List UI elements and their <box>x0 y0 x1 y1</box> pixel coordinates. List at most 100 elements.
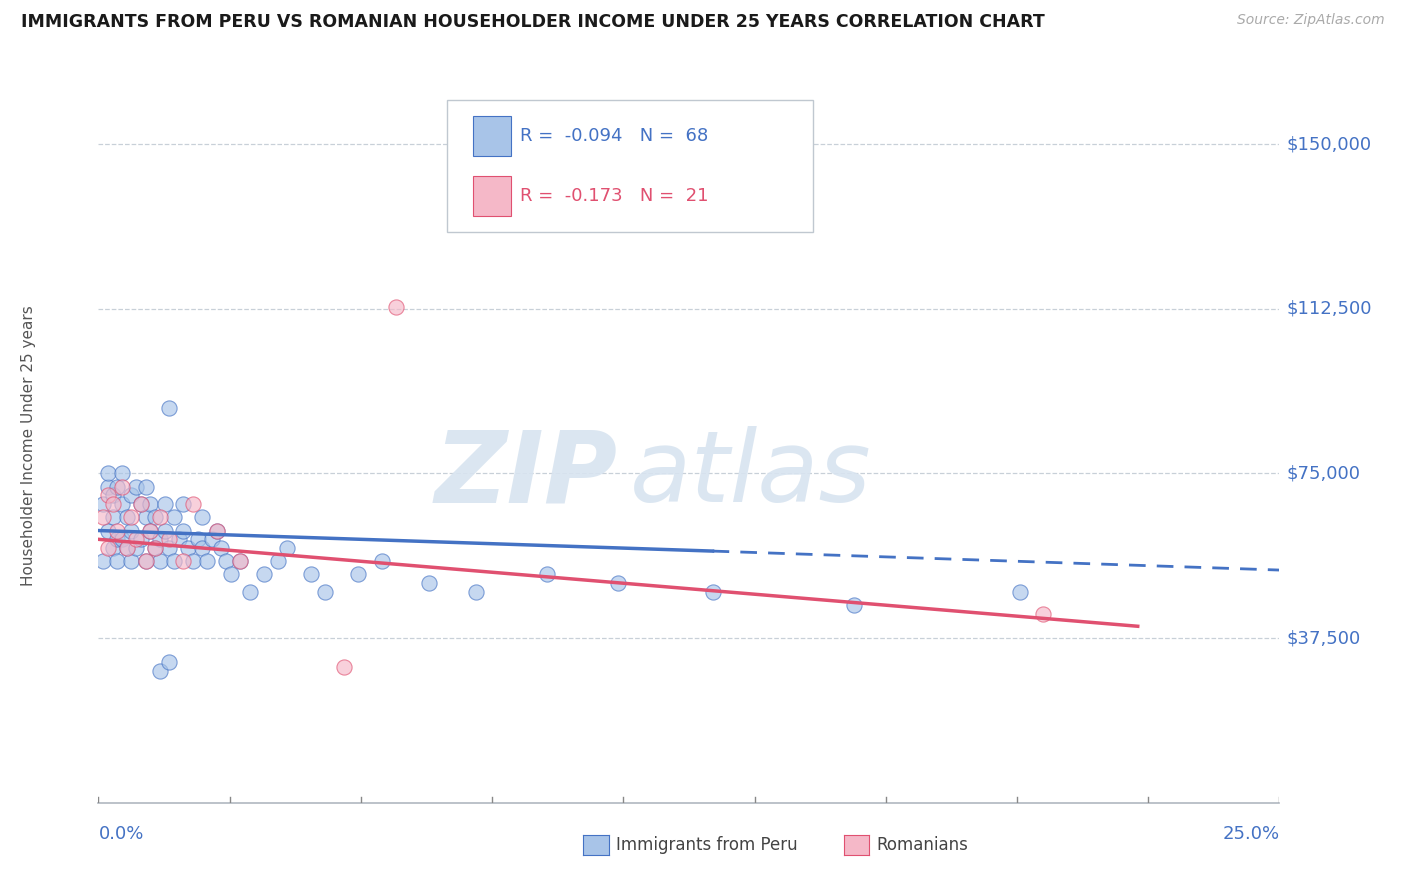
Point <box>121 554 143 568</box>
Text: atlas: atlas <box>630 426 872 523</box>
Point <box>153 497 176 511</box>
Point <box>163 510 186 524</box>
Text: $37,500: $37,500 <box>1286 629 1361 647</box>
Text: R =  -0.173   N =  21: R = -0.173 N = 21 <box>520 187 709 205</box>
Point <box>157 541 180 555</box>
Point <box>97 467 120 481</box>
Point <box>177 541 200 555</box>
Point <box>157 655 180 669</box>
Point <box>172 524 194 538</box>
Point <box>167 533 190 547</box>
Point <box>215 554 238 568</box>
Point <box>157 401 180 415</box>
Point <box>135 510 157 524</box>
Point <box>209 541 232 555</box>
Point <box>371 554 394 568</box>
Point <box>149 664 172 678</box>
Bar <box>472 177 510 216</box>
Point <box>276 541 298 555</box>
Point <box>201 533 224 547</box>
Point <box>139 524 162 538</box>
Point <box>125 541 148 555</box>
Point <box>205 524 228 538</box>
Bar <box>472 116 510 155</box>
Point <box>299 567 322 582</box>
Point <box>1032 607 1054 621</box>
Point <box>181 554 204 568</box>
Point <box>135 554 157 568</box>
Point <box>135 480 157 494</box>
Point <box>149 533 172 547</box>
Point <box>187 533 209 547</box>
Text: Householder Income Under 25 years: Householder Income Under 25 years <box>21 306 35 586</box>
Point <box>105 533 128 547</box>
Point <box>172 497 194 511</box>
Point <box>97 541 120 555</box>
Point <box>101 510 124 524</box>
Point <box>536 567 558 582</box>
Point <box>191 541 214 555</box>
Point <box>135 554 157 568</box>
Point <box>314 585 336 599</box>
Point <box>607 576 630 591</box>
Point <box>91 510 114 524</box>
Text: Source: ZipAtlas.com: Source: ZipAtlas.com <box>1237 13 1385 28</box>
Point <box>143 541 166 555</box>
Point <box>163 554 186 568</box>
Point <box>111 467 134 481</box>
Point <box>153 524 176 538</box>
Text: R =  -0.094   N =  68: R = -0.094 N = 68 <box>520 127 709 145</box>
Point <box>121 524 143 538</box>
Point <box>139 524 162 538</box>
Text: ZIP: ZIP <box>434 426 619 523</box>
Point <box>143 510 166 524</box>
Point <box>191 510 214 524</box>
Point <box>121 488 143 502</box>
Point <box>267 554 290 568</box>
Text: $75,000: $75,000 <box>1286 465 1361 483</box>
Point <box>702 585 724 599</box>
Text: 25.0%: 25.0% <box>1222 825 1279 843</box>
Point <box>111 533 134 547</box>
Point <box>239 585 262 599</box>
Text: IMMIGRANTS FROM PERU VS ROMANIAN HOUSEHOLDER INCOME UNDER 25 YEARS CORRELATION C: IMMIGRANTS FROM PERU VS ROMANIAN HOUSEHO… <box>21 13 1045 31</box>
Point <box>115 510 138 524</box>
Point <box>129 497 152 511</box>
Point <box>347 567 370 582</box>
Point <box>465 585 488 599</box>
Point <box>97 524 120 538</box>
Point <box>157 533 180 547</box>
Point <box>111 497 134 511</box>
Point <box>385 300 408 314</box>
Point <box>101 541 124 555</box>
Point <box>229 554 252 568</box>
Point <box>143 541 166 555</box>
Point <box>418 576 440 591</box>
Point <box>91 497 114 511</box>
FancyBboxPatch shape <box>447 100 813 232</box>
Text: $150,000: $150,000 <box>1286 135 1372 153</box>
Point <box>129 533 152 547</box>
Point <box>97 488 120 502</box>
Point <box>205 524 228 538</box>
Point <box>181 497 204 511</box>
Point <box>91 554 114 568</box>
Point <box>97 480 120 494</box>
Point <box>101 497 124 511</box>
Point <box>101 488 124 502</box>
Point <box>121 510 143 524</box>
Point <box>844 598 866 612</box>
Point <box>1008 585 1031 599</box>
Point <box>229 554 252 568</box>
Point <box>105 480 128 494</box>
Point <box>139 497 162 511</box>
Point <box>115 541 138 555</box>
Text: Romanians: Romanians <box>876 836 967 854</box>
Point <box>105 554 128 568</box>
Point <box>253 567 276 582</box>
Point <box>172 554 194 568</box>
Point <box>125 533 148 547</box>
Text: 0.0%: 0.0% <box>98 825 143 843</box>
Point <box>105 524 128 538</box>
Point <box>149 510 172 524</box>
